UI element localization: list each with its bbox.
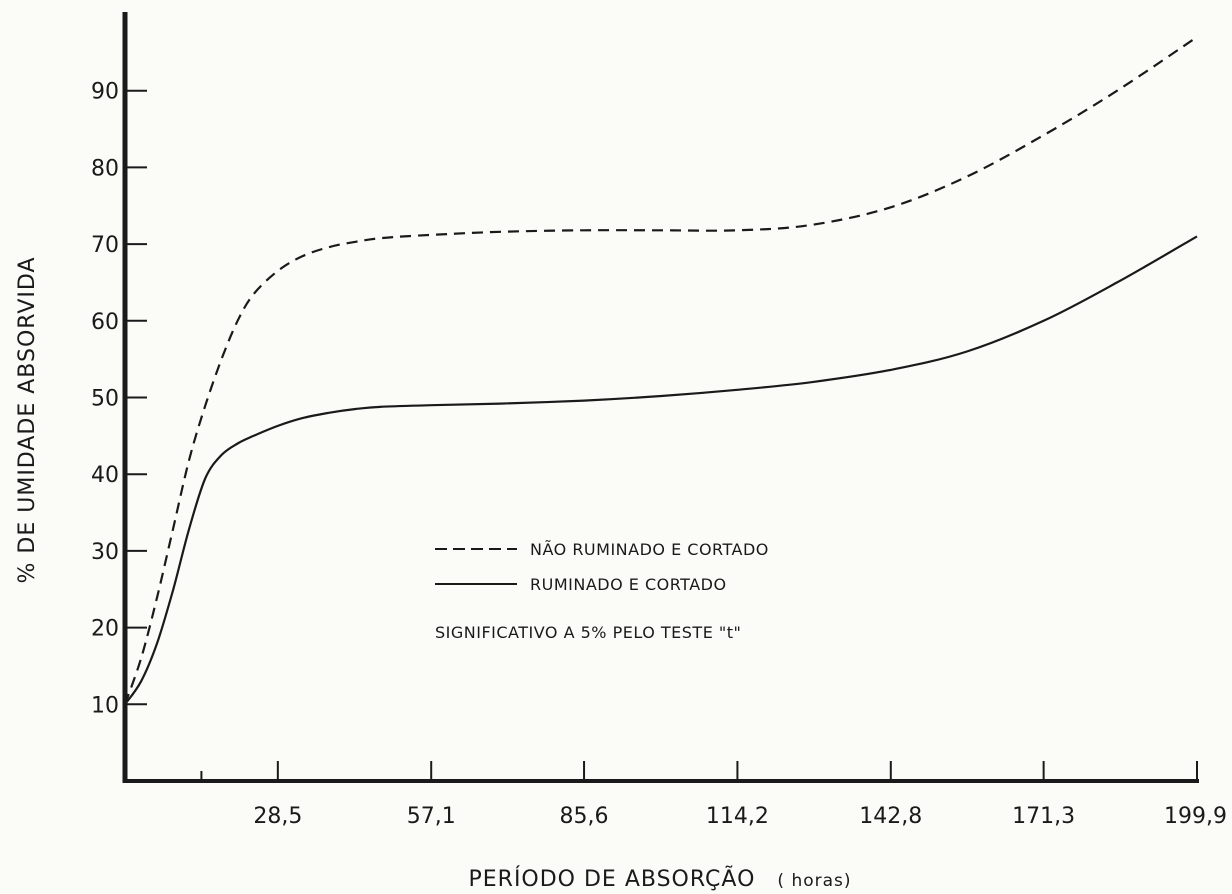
legend-entry-ruminado: RUMINADO E CORTADO [530,575,727,594]
x-ticks: 28,5 57,1 85,6 114,2 142,8 171,3 199,9 [200,761,1227,829]
y-axis-label: % DE UMIDADE ABSORVIDA [15,256,40,583]
x-axis-label: PERÍODO DE ABSORÇÃO [468,865,755,892]
x-tick-label: 57,1 [407,804,456,829]
x-tick-label: 85,6 [560,804,609,829]
legend: NÃO RUMINADO E CORTADO RUMINADO E CORTAD… [435,540,769,642]
y-tick-label: 50 [91,387,119,412]
x-axis-unit: ( horas) [777,871,851,891]
series-line-nao-ruminado [123,36,1198,705]
x-tick-label: 142,8 [859,804,922,829]
series-line-ruminado [124,235,1198,705]
x-tick-label: 199,9 [1164,804,1227,829]
y-tick-label: 80 [91,156,119,181]
x-axis-label-group: PERÍODO DE ABSORÇÃO ( horas) [468,865,851,892]
y-tick-label: 90 [91,80,119,105]
y-tick-label: 70 [91,233,119,258]
x-tick-label: 171,3 [1012,804,1075,829]
legend-entry-nao-ruminado: NÃO RUMINADO E CORTADO [530,540,769,559]
y-tick-label: 30 [91,540,119,565]
series-layer [123,36,1198,705]
y-tick-label: 20 [91,617,119,642]
y-tick-label: 60 [91,310,119,335]
y-tick-label: 10 [91,693,119,718]
x-tick-label: 114,2 [706,804,769,829]
significance-note: SIGNIFICATIVO A 5% PELO TESTE "t" [435,623,741,642]
axes [122,12,1199,783]
y-tick-label: 40 [91,463,119,488]
y-ticks: 10 20 30 40 50 60 70 80 90 [91,80,147,718]
x-tick-label: 28,5 [253,804,302,829]
